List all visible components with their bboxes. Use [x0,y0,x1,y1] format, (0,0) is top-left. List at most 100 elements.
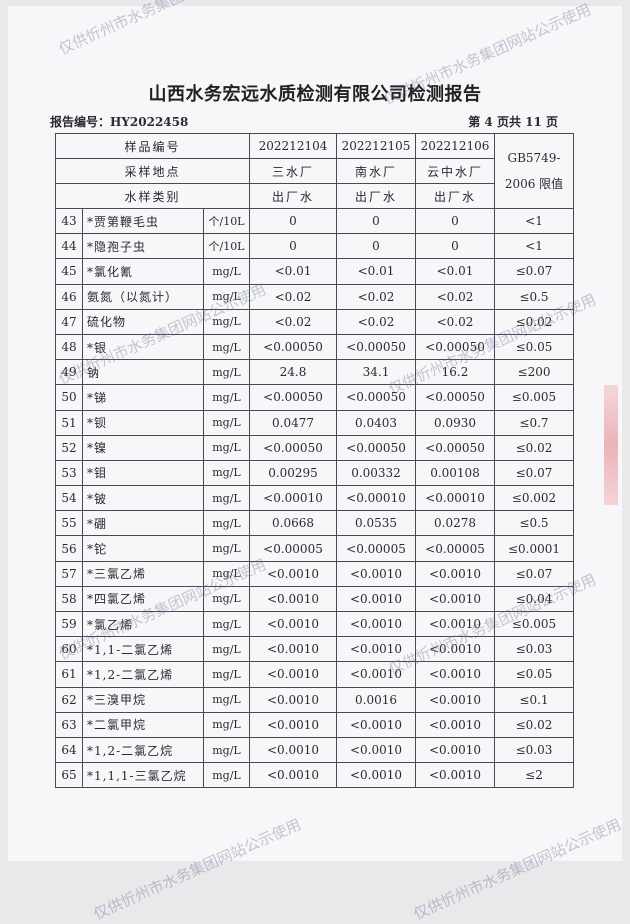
limit-value: ≤0.02 [494,434,574,461]
result-3: <0.0010 [415,636,495,663]
table-row: 59 *氯乙烯 mg/L <0.0010 <0.0010 <0.0010 ≤0.005 [55,610,574,638]
table-row: 53 *钼 mg/L 0.00295 0.00332 0.00108 ≤0.07 [55,459,574,487]
unit: mg/L [203,711,250,738]
result-1: 0 [249,233,337,260]
header-row-type: 水样类别 出厂水 出厂水 出厂水 [55,183,574,209]
sample-site: 南水厂 [336,158,416,184]
result-2: 0 [336,233,416,260]
result-1: <0.0010 [249,636,337,663]
result-2: <0.00050 [336,434,416,461]
table-row: 50 *锑 mg/L <0.00050 <0.00050 <0.00050 ≤0.005 [55,384,574,411]
item-number: 64 [55,736,83,764]
limit-value: ≤0.07 [494,459,574,487]
table-row: 54 *铍 mg/L <0.00010 <0.00010 <0.00010 ≤0.002 [55,485,574,512]
limit-value: ≤0.02 [494,711,574,738]
result-1: <0.0010 [249,736,337,764]
item-name: *四氯乙烯 [82,585,204,613]
result-3: <0.0010 [415,560,495,587]
unit: mg/L [203,333,250,361]
table-row: 44 *隐孢子虫 个/10L 0 0 0 <1 [55,233,574,260]
result-1: <0.02 [249,283,337,310]
item-name: 氨氮（以氮计） [82,283,204,310]
limit-value: ≤0.07 [494,258,574,285]
result-3: <0.0010 [415,686,495,713]
unit: 个/10L [203,233,250,260]
result-2: <0.02 [336,308,416,335]
sample-no: 202212104 [249,133,337,159]
result-3: <0.0010 [415,736,495,764]
result-2: 0.0403 [336,409,416,436]
header-row-sample-no: 样品编号 202212104 202212105 202212106 GB574… [55,133,574,209]
unit: mg/L [203,686,250,713]
table-row: 58 *四氯乙烯 mg/L <0.0010 <0.0010 <0.0010 ≤0.04 [55,585,574,613]
limit-value: ≤200 [494,359,574,386]
limit-value: ≤0.5 [494,283,574,310]
table-row: 61 *1,2-二氯乙烯 mg/L <0.0010 <0.0010 <0.0010 ≤0.0… [55,661,574,688]
result-3: <0.00010 [415,485,495,512]
unit: mg/L [203,535,250,562]
unit: mg/L [203,762,250,789]
item-name: *1,2-二氯乙烯 [82,661,204,688]
table-row: 43 *贾第鞭毛虫 个/10L 0 0 0 <1 [55,207,574,235]
item-name: *银 [82,333,204,361]
table-row: 49 钠 mg/L 24.8 34.1 16.2 ≤200 [55,359,574,386]
result-3: <0.00050 [415,333,495,361]
item-name: *铍 [82,485,204,512]
item-name: *1,2-二氯乙烷 [82,736,204,764]
item-name: *三溴甲烷 [82,686,204,713]
sample-type: 出厂水 [249,183,337,209]
result-2: <0.0010 [336,560,416,587]
result-3: <0.01 [415,258,495,285]
item-number: 46 [55,283,83,310]
table-row: 57 *三氯乙烯 mg/L <0.0010 <0.0010 <0.0010 ≤0.07 [55,560,574,587]
result-2: <0.02 [336,283,416,310]
result-3: <0.0010 [415,661,495,688]
page-number: 第 4 页共 11 页 [468,115,558,129]
item-number: 43 [55,207,83,235]
limit-value: ≤0.02 [494,308,574,335]
result-3: <0.0010 [415,585,495,613]
item-number: 59 [55,610,83,638]
item-name: 钠 [82,359,204,386]
table-row: 60 *1,1-二氯乙烯 mg/L <0.0010 <0.0010 <0.0010 ≤0.0… [55,636,574,663]
result-1: <0.00010 [249,485,337,512]
result-3: 0.00108 [415,459,495,487]
result-3: 16.2 [415,359,495,386]
unit: 个/10L [203,207,250,235]
result-1: <0.0010 [249,610,337,638]
unit: mg/L [203,384,250,411]
result-2: <0.0010 [336,636,416,663]
unit: mg/L [203,459,250,487]
result-2: <0.0010 [336,762,416,789]
sample-no: 202212106 [415,133,495,159]
table-row: 65 *1,1,1-三氯乙烷 mg/L <0.0010 <0.0010 <0.0010 ≤2 [55,762,574,789]
result-1: 24.8 [249,359,337,386]
sample-site: 云中水厂 [415,158,495,184]
sample-no-label: 样品编号 [55,133,250,159]
result-1: <0.0010 [249,686,337,713]
item-number: 63 [55,711,83,738]
item-number: 60 [55,636,83,663]
item-name: *氯乙烯 [82,610,204,638]
item-name: *钼 [82,459,204,487]
result-2: <0.00050 [336,384,416,411]
result-2: <0.00005 [336,535,416,562]
table-row: 46 氨氮（以氮计） mg/L <0.02 <0.02 <0.02 ≤0.5 [55,283,574,310]
item-number: 52 [55,434,83,461]
item-number: 49 [55,359,83,386]
result-1: <0.02 [249,308,337,335]
site-label: 采样地点 [55,158,250,184]
unit: mg/L [203,359,250,386]
item-number: 53 [55,459,83,487]
limit-value: ≤0.005 [494,384,574,411]
item-number: 56 [55,535,83,562]
limit-value: ≤0.0001 [494,535,574,562]
unit: mg/L [203,510,250,537]
table-row: 45 *氯化氰 mg/L <0.01 <0.01 <0.01 ≤0.07 [55,258,574,285]
limit-value: ≤0.03 [494,636,574,663]
result-3: <0.00050 [415,434,495,461]
limit-value: ≤0.7 [494,409,574,436]
item-number: 62 [55,686,83,713]
result-2: <0.0010 [336,585,416,613]
header-row-site: 采样地点 三水厂 南水厂 云中水厂 [55,158,574,184]
